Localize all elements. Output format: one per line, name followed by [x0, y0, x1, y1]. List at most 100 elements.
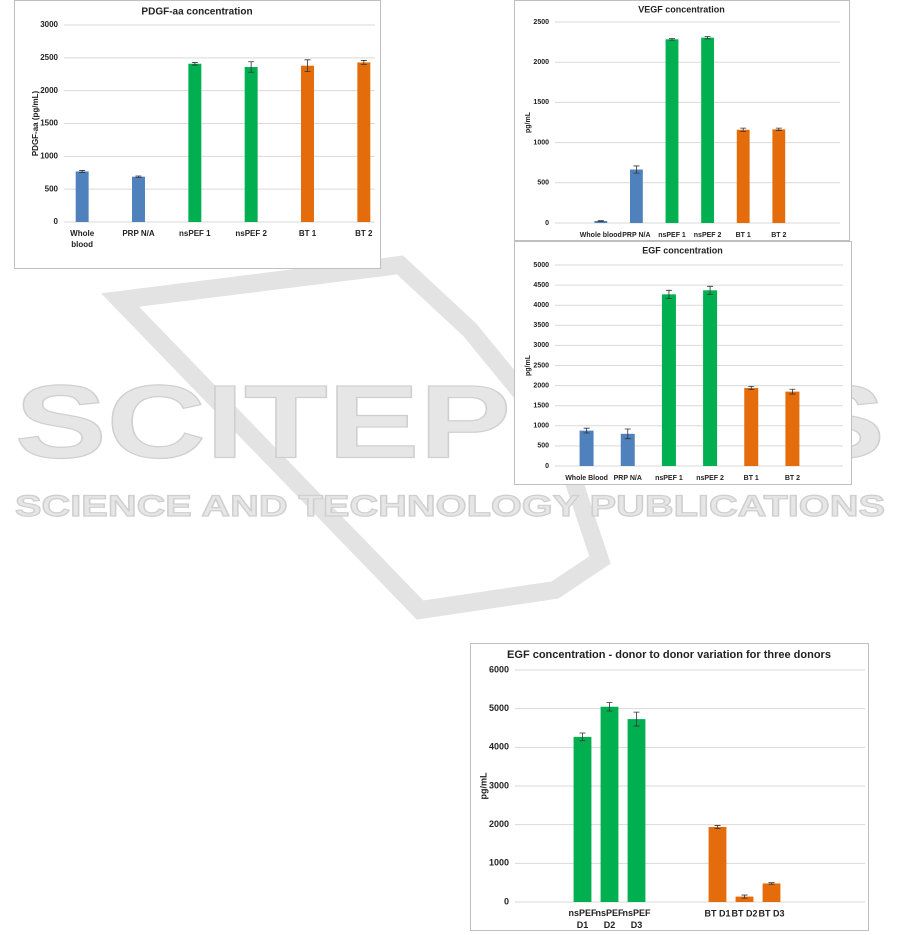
bar — [301, 65, 314, 222]
error-bar — [748, 386, 755, 391]
chart-frame — [514, 241, 852, 485]
error-bar — [775, 127, 782, 131]
error-bar — [135, 175, 142, 178]
y-tick-label: 4000 — [489, 742, 509, 752]
error-bar — [579, 732, 586, 742]
bar — [701, 37, 715, 223]
x-tick-label: PRP N/A — [614, 475, 642, 482]
x-tick-label: Whole Blood — [565, 475, 608, 482]
y-tick-label: 500 — [537, 180, 549, 187]
x-tick-label: BT 1 — [299, 229, 317, 238]
error-bar — [633, 711, 640, 727]
y-tick-label: 2000 — [533, 382, 549, 389]
x-tick-label: Whole blood — [580, 232, 622, 239]
y-tick-label: 2500 — [533, 362, 549, 369]
x-tick-label: nsPEF 1 — [658, 232, 686, 239]
x-tick-label: nsPEF 2 — [694, 232, 722, 239]
bar — [75, 171, 89, 222]
y-tick-label: 2000 — [40, 86, 58, 95]
x-tick-label: PRP N/A — [622, 232, 650, 239]
bar — [629, 169, 643, 223]
bar — [736, 129, 750, 223]
chart-title: VEGF concentration — [638, 4, 725, 14]
error-bar — [669, 38, 675, 41]
error-bar — [740, 127, 747, 132]
y-tick-label: 500 — [45, 184, 59, 193]
y-axis-label: pg/mL — [478, 772, 488, 799]
y-tick-label: 1000 — [533, 423, 549, 430]
y-tick-label: 2500 — [40, 53, 58, 62]
error-bar — [304, 59, 311, 73]
error-bar — [624, 428, 631, 440]
x-tick-label: nsPEF D2 — [595, 908, 624, 930]
x-tick-label: nsPEF D1 — [568, 908, 597, 930]
bar — [708, 826, 727, 902]
y-tick-label: 2000 — [533, 59, 549, 66]
bar — [594, 220, 608, 223]
x-tick-label: nsPEF D3 — [622, 908, 651, 930]
x-tick-label: nsPEF 1 — [179, 229, 211, 238]
chart-title: PDGF-aa concentration — [141, 7, 252, 18]
error-bar — [665, 289, 672, 299]
error-bar — [597, 220, 604, 222]
error-bar — [248, 61, 255, 73]
x-tick-label: nsPEF 2 — [696, 475, 724, 482]
error-bar — [360, 60, 367, 65]
y-tick-label: 3000 — [40, 20, 58, 29]
bar — [620, 433, 635, 466]
error-bar — [79, 170, 86, 173]
y-tick-label: 5000 — [489, 703, 509, 713]
bar — [785, 391, 800, 466]
watermark-subtitle: SCIENCE AND TECHNOLOGY PUBLICATIONS — [15, 490, 885, 523]
x-tick-label: BT D2 — [731, 908, 757, 918]
y-tick-label: 3000 — [533, 342, 549, 349]
bar — [665, 39, 679, 224]
y-tick-label: 5000 — [533, 262, 549, 269]
bar — [627, 719, 646, 902]
bar — [661, 294, 676, 466]
y-tick-label: 1500 — [533, 99, 549, 106]
error-bar — [768, 882, 775, 885]
x-tick-label: BT 1 — [744, 475, 759, 482]
chart-frame — [470, 643, 869, 931]
bar — [600, 706, 619, 902]
y-tick-label: 3500 — [533, 322, 549, 329]
bar — [132, 176, 145, 222]
x-tick-label: PRP N/A — [122, 229, 155, 238]
x-tick-label: BT 2 — [355, 229, 373, 238]
y-tick-label: 500 — [537, 443, 549, 450]
y-tick-label: 6000 — [489, 664, 509, 674]
y-tick-label: 1000 — [40, 151, 58, 160]
watermark-shape — [100, 255, 611, 620]
y-tick-label: 0 — [545, 220, 549, 227]
x-tick-label: BT D3 — [758, 908, 784, 918]
bar — [579, 430, 594, 466]
bar — [735, 896, 754, 902]
y-tick-label: 3000 — [489, 780, 509, 790]
x-tick-label: BT 2 — [771, 232, 786, 239]
y-tick-label: 2500 — [533, 19, 549, 26]
error-bar — [741, 894, 748, 899]
error-bar — [714, 825, 721, 829]
error-bar — [704, 36, 711, 40]
y-axis-label: pg/mL — [525, 111, 532, 133]
y-tick-label: 0 — [545, 463, 549, 470]
x-tick-label: BT D1 — [704, 908, 730, 918]
bar — [762, 883, 781, 902]
y-tick-label: 4500 — [533, 282, 549, 289]
y-tick-label: 0 — [504, 896, 509, 906]
bar — [703, 290, 718, 466]
x-tick-label: Whole blood — [70, 229, 95, 249]
x-tick-label: BT 2 — [785, 475, 800, 482]
y-tick-label: 1500 — [40, 119, 58, 128]
bar — [244, 67, 258, 222]
error-bar — [707, 285, 714, 295]
y-tick-label: 0 — [54, 217, 59, 226]
x-tick-label: nsPEF 1 — [655, 475, 683, 482]
y-tick-label: 2000 — [489, 819, 509, 829]
error-bar — [633, 165, 640, 174]
bar — [573, 736, 592, 902]
bar — [357, 62, 371, 223]
